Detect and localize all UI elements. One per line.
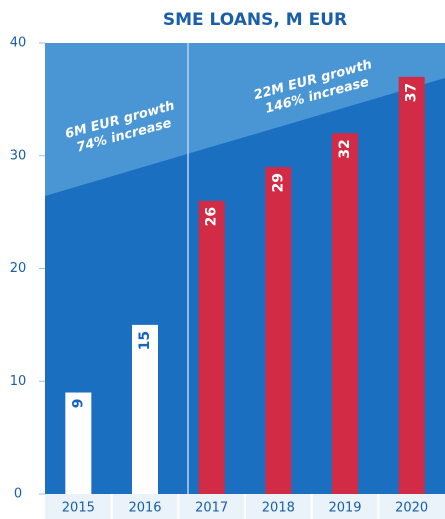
x-tick-label: 2015 [62, 501, 95, 516]
bar-value-label: 15 [137, 331, 153, 350]
x-tick-label: 2016 [128, 501, 161, 516]
y-tick-label: 30 [10, 148, 27, 163]
x-tick-label: 2019 [328, 501, 361, 516]
x-tick-label: 2017 [195, 501, 228, 516]
y-tick-label: 20 [10, 261, 27, 276]
x-tick-label: 2018 [262, 501, 295, 516]
bar [65, 392, 92, 494]
bar [398, 76, 425, 494]
bar-value-label: 32 [337, 139, 353, 158]
bar [198, 200, 225, 494]
y-tick-label: 10 [10, 374, 27, 389]
y-tick-label: 40 [10, 36, 27, 51]
bar-value-label: 29 [270, 173, 286, 192]
bar [265, 167, 292, 494]
x-tick-label: 2020 [395, 501, 428, 516]
bar-value-label: 37 [404, 83, 420, 102]
y-tick-label: 0 [14, 487, 22, 502]
bar [332, 133, 358, 494]
bar-value-label: 26 [204, 207, 220, 226]
chart-title: SME LOANS, M EUR [163, 10, 347, 30]
growth-band [45, 43, 445, 196]
bar-value-label: 9 [70, 399, 86, 409]
bar [132, 324, 158, 494]
